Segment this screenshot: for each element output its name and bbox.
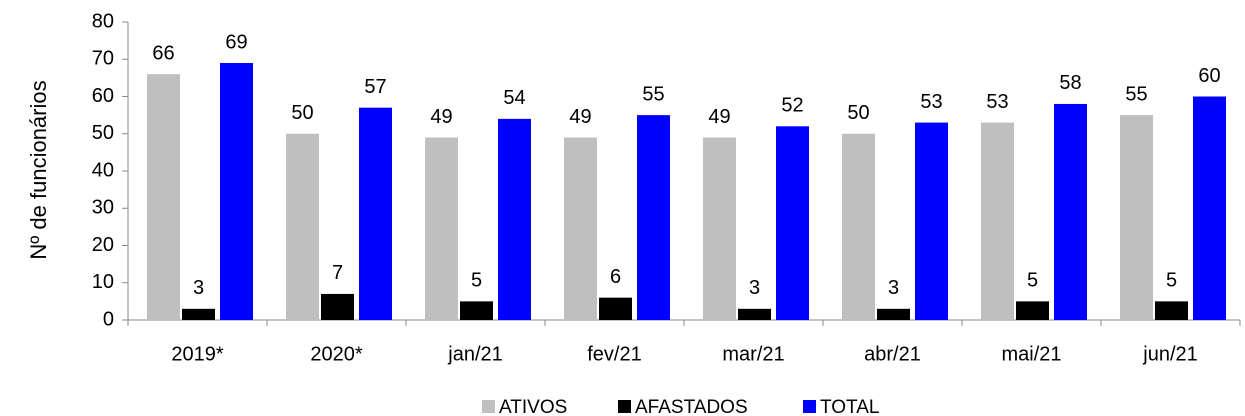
value-label: 5 bbox=[1166, 270, 1177, 292]
bar bbox=[877, 308, 910, 320]
value-label: 6 bbox=[610, 266, 621, 288]
value-label: 3 bbox=[749, 277, 760, 299]
x-tick-label: mar/21 bbox=[722, 343, 784, 365]
bar bbox=[460, 301, 493, 320]
x-tick-label: jan/21 bbox=[447, 343, 503, 365]
value-label: 49 bbox=[569, 106, 591, 128]
value-label: 66 bbox=[152, 42, 174, 64]
value-label: 50 bbox=[291, 102, 313, 124]
bar bbox=[915, 122, 948, 320]
x-tick-label: fev/21 bbox=[587, 343, 641, 365]
x-tick-label: mai/21 bbox=[1001, 343, 1061, 365]
value-label: 5 bbox=[471, 270, 482, 292]
y-tick-label: 60 bbox=[92, 85, 114, 107]
bar bbox=[1120, 115, 1153, 320]
bar bbox=[599, 297, 632, 320]
bar bbox=[564, 137, 597, 320]
y-tick-label: 70 bbox=[92, 48, 114, 70]
bar bbox=[321, 293, 354, 320]
bar bbox=[1155, 301, 1188, 320]
value-label: 49 bbox=[430, 106, 452, 128]
bar bbox=[147, 74, 180, 321]
value-label: 3 bbox=[888, 277, 899, 299]
x-tick-label: jun/21 bbox=[1142, 343, 1198, 365]
bar bbox=[220, 62, 253, 320]
legend-swatch bbox=[803, 400, 816, 413]
value-label: 53 bbox=[986, 91, 1008, 113]
value-label: 55 bbox=[1125, 83, 1147, 105]
x-tick-label: abr/21 bbox=[864, 343, 921, 365]
value-label: 58 bbox=[1059, 72, 1081, 94]
bar bbox=[498, 118, 531, 320]
value-label: 55 bbox=[642, 83, 664, 105]
y-tick-label: 50 bbox=[92, 122, 114, 144]
legend-label: AFASTADOS bbox=[635, 397, 748, 416]
bar bbox=[776, 126, 809, 320]
value-label: 54 bbox=[503, 87, 525, 109]
bar bbox=[981, 122, 1014, 320]
value-label: 7 bbox=[332, 262, 343, 284]
bar bbox=[1193, 96, 1226, 320]
y-tick-label: 80 bbox=[92, 10, 114, 32]
bar bbox=[182, 308, 215, 320]
bar bbox=[703, 137, 736, 320]
y-tick-label: 30 bbox=[92, 197, 114, 219]
x-tick-label: 2019* bbox=[171, 343, 223, 365]
y-axis-label: Nº de funcionários bbox=[26, 80, 51, 259]
y-tick-label: 10 bbox=[92, 271, 114, 293]
value-label: 57 bbox=[364, 76, 386, 98]
bar bbox=[425, 137, 458, 320]
bar bbox=[637, 115, 670, 320]
bar bbox=[1016, 301, 1049, 320]
value-label: 52 bbox=[781, 95, 803, 117]
value-label: 60 bbox=[1198, 65, 1220, 87]
value-label: 5 bbox=[1027, 270, 1038, 292]
value-label: 69 bbox=[225, 31, 247, 53]
value-label: 53 bbox=[920, 91, 942, 113]
bar bbox=[359, 107, 392, 320]
value-label: 49 bbox=[708, 106, 730, 128]
bar bbox=[1054, 103, 1087, 320]
y-tick-label: 20 bbox=[92, 234, 114, 256]
legend-label: TOTAL bbox=[820, 397, 879, 416]
x-tick-label: 2020* bbox=[310, 343, 362, 365]
legend-swatch bbox=[482, 400, 495, 413]
bar bbox=[842, 133, 875, 320]
y-tick-label: 40 bbox=[92, 159, 114, 181]
legend-label: ATIVOS bbox=[499, 397, 567, 416]
value-label: 3 bbox=[193, 277, 204, 299]
bar bbox=[286, 133, 319, 320]
bar bbox=[738, 308, 771, 320]
y-tick-label: 0 bbox=[103, 308, 114, 330]
value-label: 50 bbox=[847, 102, 869, 124]
legend-swatch bbox=[618, 400, 631, 413]
